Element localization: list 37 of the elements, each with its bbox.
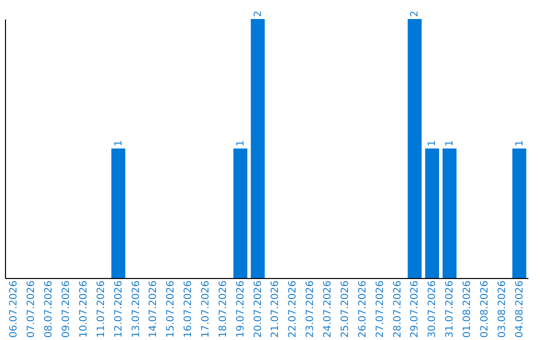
data-label: 2 bbox=[410, 10, 421, 17]
x-tick-label: 04.08.2026 bbox=[514, 280, 526, 338]
x-tick-label: 11.07.2026 bbox=[96, 280, 107, 338]
x-tick-label: 08.07.2026 bbox=[44, 280, 55, 338]
x-tick-label: 20.07.2026 bbox=[252, 280, 264, 338]
x-tick-label: 10.07.2026 bbox=[78, 280, 90, 338]
x-tick-label: 09.07.2026 bbox=[61, 280, 72, 338]
x-tick-label: 18.07.2026 bbox=[218, 280, 229, 338]
x-tick-label: 14.07.2026 bbox=[148, 280, 160, 338]
x-tick-label: 29.07.2026 bbox=[410, 280, 421, 338]
x-tick-label: 13.07.2026 bbox=[130, 280, 142, 338]
x-tick-label: 21.07.2026 bbox=[270, 280, 282, 338]
x-tick-label: 01.08.2026 bbox=[462, 280, 473, 338]
x-tick-label: 12.07.2026 bbox=[113, 280, 124, 338]
x-tick-label: 30.07.2026 bbox=[427, 280, 438, 338]
x-tick-label: 19.07.2026 bbox=[235, 280, 246, 338]
x-tick-label: 22.07.2026 bbox=[288, 280, 299, 338]
x-tick-label: 31.07.2026 bbox=[444, 280, 456, 338]
x-tick-label: 24.07.2026 bbox=[322, 280, 334, 338]
x-tick-label: 27.07.2026 bbox=[374, 280, 386, 338]
data-label: 1 bbox=[235, 140, 246, 146]
x-tick-label: 15.07.2026 bbox=[166, 280, 177, 338]
x-tick-label: 17.07.2026 bbox=[200, 280, 212, 338]
data-label: 1 bbox=[113, 140, 124, 146]
data-label: 1 bbox=[427, 140, 438, 146]
data-label: 2 bbox=[252, 10, 264, 17]
x-tick-label: 16.07.2026 bbox=[183, 280, 194, 338]
data-label: 1 bbox=[444, 140, 456, 146]
x-tick-label: 07.07.2026 bbox=[26, 280, 38, 338]
x-tick-label: 26.07.2026 bbox=[357, 280, 368, 338]
data-label: 1 bbox=[514, 140, 526, 146]
x-tick-label: 23.07.2026 bbox=[305, 280, 316, 338]
x-tick-label: 06.07.2026 bbox=[8, 280, 20, 338]
x-tick-label: 25.07.2026 bbox=[340, 280, 351, 338]
x-tick-label: 03.08.2026 bbox=[496, 280, 508, 338]
x-tick-label: 28.07.2026 bbox=[392, 280, 404, 338]
x-tick-label: 02.08.2026 bbox=[479, 280, 490, 338]
